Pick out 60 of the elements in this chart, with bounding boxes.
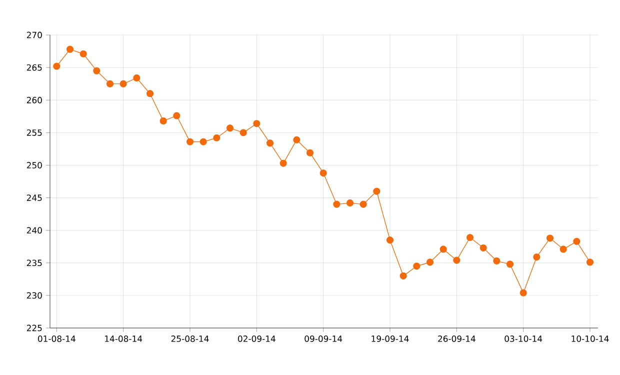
point [453, 256, 460, 264]
point [53, 62, 60, 70]
point [266, 140, 274, 147]
point [533, 253, 540, 261]
point [280, 160, 287, 167]
y-tick-label: 250 [26, 162, 42, 168]
x-tick-label: 09-09-14 [304, 336, 342, 342]
y-tick-label: 260 [26, 96, 42, 104]
point [226, 124, 234, 132]
point [333, 200, 340, 208]
x-tick-label: 10-10-14 [572, 336, 609, 342]
x-tick-label: 14-08-14 [105, 336, 142, 342]
point [146, 90, 154, 98]
point [173, 112, 180, 120]
point [493, 257, 500, 264]
point [480, 244, 487, 252]
point [106, 80, 114, 88]
point [400, 272, 407, 280]
point [253, 120, 260, 128]
y-tick-label: 265 [26, 64, 42, 71]
point [506, 260, 514, 268]
y-tick-label: 245 [26, 194, 42, 201]
y-tick-label: 230 [26, 292, 42, 299]
point [200, 138, 207, 146]
point [120, 80, 127, 88]
point [66, 46, 74, 53]
point [586, 258, 594, 266]
point [186, 138, 194, 146]
point [520, 289, 527, 296]
x-tick-label: 02-09-14 [238, 336, 276, 342]
point [573, 238, 580, 245]
point [93, 67, 100, 74]
point [413, 262, 420, 270]
y-tick-label: 270 [26, 32, 42, 38]
x-tick-label: 25-08-14 [171, 336, 209, 342]
y-tick-label: 255 [26, 129, 42, 136]
point [240, 129, 247, 136]
point [466, 234, 474, 242]
point [160, 117, 167, 124]
point [133, 74, 140, 82]
x-tick-label: 03-10-14 [504, 336, 542, 342]
point [346, 199, 354, 207]
point [213, 134, 220, 142]
point [373, 188, 380, 195]
y-tick-label: 235 [26, 260, 42, 266]
point [320, 169, 327, 177]
point [426, 258, 434, 266]
y-tick-label: 240 [26, 227, 42, 234]
point [386, 236, 394, 244]
point [560, 246, 567, 253]
x-tick-label: 26-09-14 [438, 336, 476, 342]
point [546, 234, 554, 242]
point [293, 136, 300, 144]
x-tick-label: 19-09-14 [372, 336, 409, 342]
point [306, 149, 314, 156]
y-tick-label: 225 [26, 324, 42, 332]
point [360, 200, 367, 208]
point [80, 50, 87, 58]
point [440, 246, 447, 253]
x-tick-label: 01-08-14 [38, 336, 76, 342]
